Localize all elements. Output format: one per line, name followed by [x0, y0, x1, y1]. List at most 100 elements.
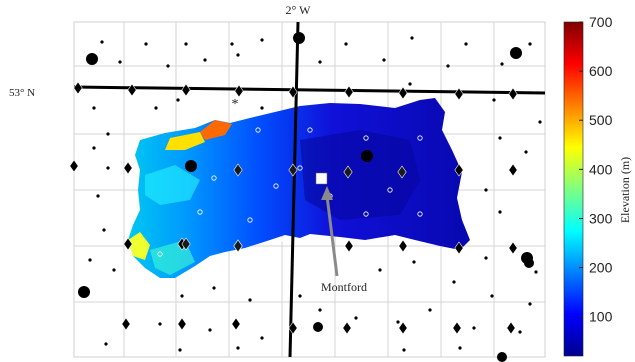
rain-gauge-dot — [490, 294, 494, 298]
rain-gauge-dot — [484, 256, 488, 260]
rain-gauge-dot — [382, 58, 386, 62]
rain-gauge-dot — [248, 298, 252, 302]
catchment-gauge-ring — [387, 187, 393, 193]
catchment-diamond — [343, 165, 353, 179]
weather-station-diamond — [508, 163, 518, 177]
colorbar: 100 200 300 400 500 600 700 Elevation (m) — [563, 14, 632, 357]
catchment-diamond — [233, 239, 243, 253]
weather-station-circle — [313, 322, 323, 332]
weather-station-circle — [361, 150, 373, 162]
catchment-gauge-ring — [255, 127, 261, 133]
colorbar-tick-label: 600 — [589, 63, 613, 79]
rain-gauge-dot — [498, 136, 502, 140]
catchment-peak-high — [200, 120, 232, 140]
rain-gauge-dot — [446, 64, 450, 68]
catchment-gauge-ring — [417, 135, 423, 141]
rain-gauge-dot — [402, 348, 406, 352]
rain-gauge-dot — [492, 98, 496, 102]
rain-gauge-dot — [318, 60, 322, 64]
weather-station-circle — [185, 160, 197, 172]
rain-gauge-dot — [528, 302, 532, 306]
weather-station-diamond — [123, 161, 133, 175]
rain-gauge-dot — [212, 286, 216, 290]
weather-station-circle — [510, 47, 522, 59]
catchment-diamond — [233, 163, 243, 177]
weather-station-diamond — [342, 321, 352, 335]
montford-arrow — [325, 195, 339, 277]
rain-gauge-dot — [298, 294, 302, 298]
colorbar-tick-label: 500 — [589, 112, 613, 128]
colorbar-title: Elevation (m) — [618, 157, 632, 223]
weather-station-diamond — [234, 84, 244, 98]
rain-gauge-dot — [498, 210, 502, 214]
road-lines — [73, 21, 546, 358]
weather-station-circle — [497, 352, 507, 362]
weather-station-diamond — [508, 87, 518, 101]
rain-gauge-dot — [534, 270, 538, 274]
rain-gauge-dot — [106, 132, 110, 136]
catchment-gauge-ring — [363, 211, 369, 217]
rain-gauge-dot — [104, 342, 108, 346]
catchment-gauge-ring — [417, 211, 423, 217]
weather-station-diamond — [231, 317, 241, 331]
rain-gauge-dot — [102, 228, 106, 232]
weather-station-diamond — [508, 241, 518, 255]
weather-station-diamond — [454, 241, 464, 255]
rain-gauge-dot — [106, 166, 110, 170]
longitude-label: 2° W — [286, 3, 312, 17]
weather-station-diamond — [454, 87, 464, 101]
weather-station-diamond — [452, 321, 462, 335]
weather-station-diamond — [288, 85, 298, 99]
rain-gauge-dot — [92, 146, 96, 150]
rain-gauge-dot — [472, 326, 476, 330]
weather-station-diamond — [454, 163, 464, 177]
rain-gauge-dot — [230, 42, 234, 46]
weather-station-circle — [293, 32, 305, 44]
rain-gauge-dot — [538, 120, 542, 124]
weather-station-circle — [78, 286, 90, 298]
catchment-gauge-ring — [211, 175, 217, 181]
catchment-south-patch — [150, 240, 195, 275]
montford-label: Montford — [321, 280, 367, 294]
rain-gauge-dot — [410, 36, 414, 40]
rain-gauge-dot — [500, 62, 504, 66]
weather-station-diamond — [506, 321, 516, 335]
catchment-gauge-ring — [297, 165, 303, 171]
catchment-gauge-ring — [363, 135, 369, 141]
weather-station-diamond — [73, 81, 83, 95]
rain-gauge-dot — [260, 106, 264, 110]
rain-gauge-dot — [96, 194, 100, 198]
rain-gauge-dot — [484, 188, 488, 192]
rain-gauge-dot — [452, 280, 456, 284]
montford-station-marker — [315, 172, 328, 185]
weather-station-diamond — [398, 321, 408, 335]
catchment-diamond — [181, 237, 191, 251]
weather-station-diamond — [123, 237, 133, 251]
rain-gauge-dot — [158, 322, 162, 326]
rain-gauge-dot — [464, 42, 468, 46]
latitude-line — [73, 85, 546, 95]
colorbar-ticks: 100 200 300 400 500 600 700 — [579, 14, 613, 325]
rain-gauge-dot — [203, 58, 207, 62]
weather-station-diamond — [344, 85, 354, 99]
rain-gauge-dot — [88, 258, 92, 262]
rain-gauge-dot — [318, 308, 322, 312]
rain-gauge-dot — [428, 308, 432, 312]
catchment-gauge-ring — [307, 127, 313, 133]
rain-gauge-dot — [118, 60, 122, 64]
latitude-label: 53° N — [9, 87, 35, 99]
rain-gauge-dot — [180, 294, 184, 298]
catchment-southwest-high — [128, 232, 150, 260]
weather-station-diamond — [69, 159, 79, 173]
weather-station-circle — [86, 53, 98, 65]
rain-gauge-dot — [260, 38, 264, 42]
catchment-gauge-ring — [247, 217, 253, 223]
rain-gauge-dot — [378, 268, 382, 272]
rain-gauge-dot — [100, 40, 104, 44]
weather-station-diamond — [121, 317, 131, 331]
rain-gauge-dot — [92, 106, 96, 110]
montford-arrow-head — [321, 186, 333, 200]
catchment-gauge-ring — [197, 209, 203, 215]
catchment-gauge-ring — [273, 183, 279, 189]
